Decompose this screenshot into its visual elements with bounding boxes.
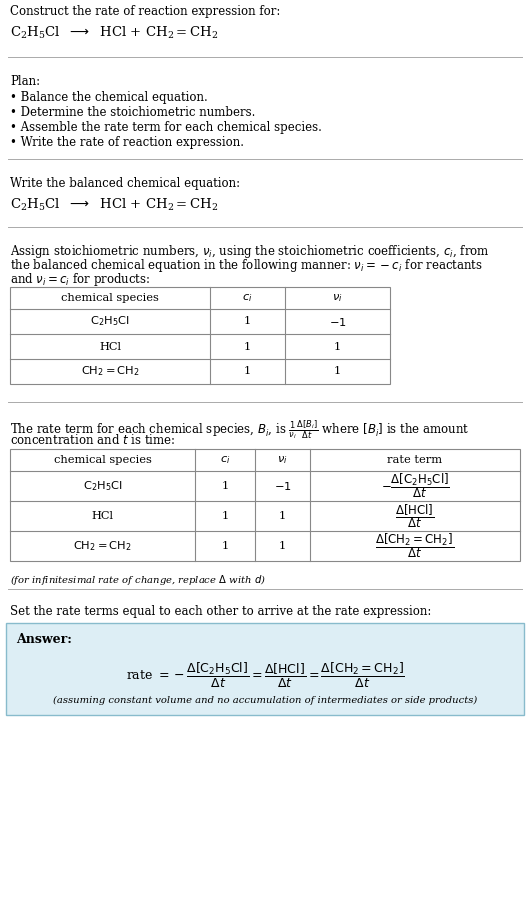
Text: rate term: rate term: [387, 455, 443, 465]
Text: Set the rate terms equal to each other to arrive at the rate expression:: Set the rate terms equal to each other t…: [10, 605, 431, 618]
Text: 1: 1: [222, 511, 228, 521]
Text: • Write the rate of reaction expression.: • Write the rate of reaction expression.: [10, 136, 244, 149]
Text: $\mathrm{CH_2{=}CH_2}$: $\mathrm{CH_2{=}CH_2}$: [81, 365, 139, 379]
Text: 1: 1: [222, 481, 228, 491]
Text: HCl: HCl: [92, 511, 113, 521]
Text: Answer:: Answer:: [16, 633, 72, 646]
Text: 1: 1: [279, 511, 286, 521]
Text: Plan:: Plan:: [10, 75, 40, 88]
Text: concentration and $t$ is time:: concentration and $t$ is time:: [10, 433, 175, 447]
Text: $\mathrm{C_2H_5Cl}$: $\mathrm{C_2H_5Cl}$: [83, 479, 122, 493]
Text: rate $= -\dfrac{\Delta[\mathrm{C_2H_5Cl}]}{\Delta t} = \dfrac{\Delta[\mathrm{HCl: rate $= -\dfrac{\Delta[\mathrm{C_2H_5Cl}…: [126, 661, 404, 690]
Text: $c_i$: $c_i$: [220, 454, 230, 466]
Text: $-1$: $-1$: [329, 316, 346, 328]
Text: $\mathregular{C_2H_5Cl}$  $\longrightarrow$  HCl + $\mathregular{CH_2{=}CH_2}$: $\mathregular{C_2H_5Cl}$ $\longrightarro…: [10, 25, 218, 41]
Text: and $\nu_i = c_i$ for products:: and $\nu_i = c_i$ for products:: [10, 271, 151, 288]
Text: (for infinitesimal rate of change, replace $\Delta$ with $d$): (for infinitesimal rate of change, repla…: [10, 573, 266, 587]
Text: chemical species: chemical species: [61, 293, 159, 303]
FancyBboxPatch shape: [6, 623, 524, 715]
Bar: [10, 287, 390, 384]
Text: the balanced chemical equation in the following manner: $\nu_i = -c_i$ for react: the balanced chemical equation in the fo…: [10, 257, 483, 274]
Text: $\nu_i$: $\nu_i$: [277, 454, 288, 466]
Text: $\mathrm{C_2H_5Cl}$: $\mathrm{C_2H_5Cl}$: [90, 315, 130, 329]
Text: • Assemble the rate term for each chemical species.: • Assemble the rate term for each chemic…: [10, 121, 322, 134]
Text: (assuming constant volume and no accumulation of intermediates or side products): (assuming constant volume and no accumul…: [53, 696, 477, 705]
Text: $\nu_i$: $\nu_i$: [332, 292, 343, 304]
Text: HCl: HCl: [99, 341, 121, 351]
Text: 1: 1: [334, 341, 341, 351]
Text: 1: 1: [244, 367, 251, 377]
Text: 1: 1: [334, 367, 341, 377]
Text: 1: 1: [244, 341, 251, 351]
Text: $\mathregular{C_2H_5Cl}$  $\longrightarrow$  HCl + $\mathregular{CH_2{=}CH_2}$: $\mathregular{C_2H_5Cl}$ $\longrightarro…: [10, 197, 218, 213]
Text: $c_i$: $c_i$: [242, 292, 253, 304]
Text: 1: 1: [279, 541, 286, 551]
Text: $\dfrac{\Delta[\mathrm{CH_2{=}CH_2}]}{\Delta t}$: $\dfrac{\Delta[\mathrm{CH_2{=}CH_2}]}{\D…: [375, 531, 455, 561]
Text: 1: 1: [222, 541, 228, 551]
Text: $-\dfrac{\Delta[\mathrm{C_2H_5Cl}]}{\Delta t}$: $-\dfrac{\Delta[\mathrm{C_2H_5Cl}]}{\Del…: [381, 471, 449, 500]
Text: 1: 1: [244, 317, 251, 327]
Text: Write the balanced chemical equation:: Write the balanced chemical equation:: [10, 177, 240, 190]
Text: • Determine the stoichiometric numbers.: • Determine the stoichiometric numbers.: [10, 106, 255, 119]
Text: chemical species: chemical species: [54, 455, 152, 465]
Text: $\mathrm{CH_2{=}CH_2}$: $\mathrm{CH_2{=}CH_2}$: [73, 539, 132, 553]
Text: $-1$: $-1$: [273, 480, 292, 492]
Bar: [10, 449, 520, 561]
Text: Construct the rate of reaction expression for:: Construct the rate of reaction expressio…: [10, 5, 280, 18]
Text: $\dfrac{\Delta[\mathrm{HCl}]}{\Delta t}$: $\dfrac{\Delta[\mathrm{HCl}]}{\Delta t}$: [395, 502, 435, 530]
Text: • Balance the chemical equation.: • Balance the chemical equation.: [10, 91, 208, 104]
Text: Assign stoichiometric numbers, $\nu_i$, using the stoichiometric coefficients, $: Assign stoichiometric numbers, $\nu_i$, …: [10, 243, 490, 260]
Text: The rate term for each chemical species, $B_i$, is $\frac{1}{\nu_i}\frac{\Delta[: The rate term for each chemical species,…: [10, 418, 470, 440]
